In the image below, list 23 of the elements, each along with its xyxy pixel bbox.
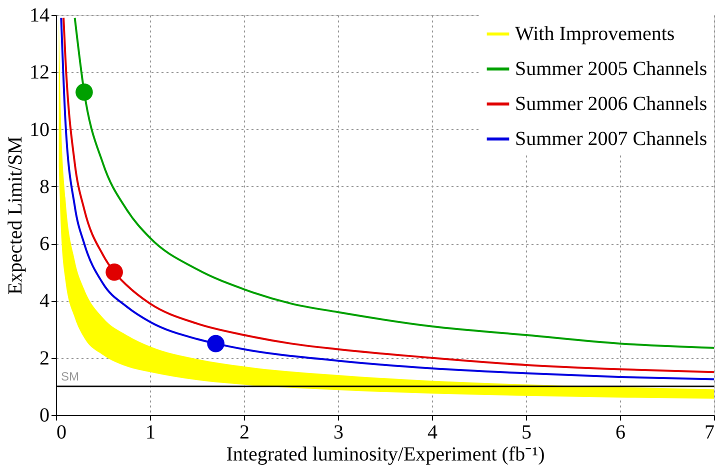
- x-tick-label: 3: [334, 422, 344, 444]
- y-tick-label: 6: [40, 233, 50, 256]
- x-tick-label: 1: [146, 422, 156, 444]
- y-tick-label: 8: [40, 176, 50, 198]
- y-tick-label: 10: [30, 118, 50, 141]
- x-tick-label: 2: [240, 422, 250, 444]
- legend-label: With Improvements: [515, 23, 675, 45]
- x-tick-label: 0: [56, 422, 66, 444]
- legend-label: Summer 2007 Channels: [515, 128, 708, 150]
- y-tick-label: 12: [30, 62, 50, 84]
- y-tick-label: 4: [40, 290, 50, 312]
- x-tick-label: 4: [428, 422, 438, 444]
- legend-label: Summer 2005 Channels: [515, 58, 708, 80]
- ref-line-label: SM: [61, 369, 80, 384]
- y-tick-label: 14: [30, 4, 50, 26]
- x-tick-label: 5: [522, 422, 532, 444]
- x-tick-label: 7: [704, 422, 714, 444]
- legend-label: Summer 2006 Channels: [515, 93, 708, 115]
- x-tick-label: 6: [616, 422, 626, 444]
- y-axis-title: Expected Limit/SM: [4, 136, 26, 295]
- y-tick-label: 2: [40, 347, 50, 370]
- x-axis-title: Integrated luminosity/Experiment (fb⁻¹): [226, 444, 545, 466]
- y-tick-label: 0: [40, 404, 50, 426]
